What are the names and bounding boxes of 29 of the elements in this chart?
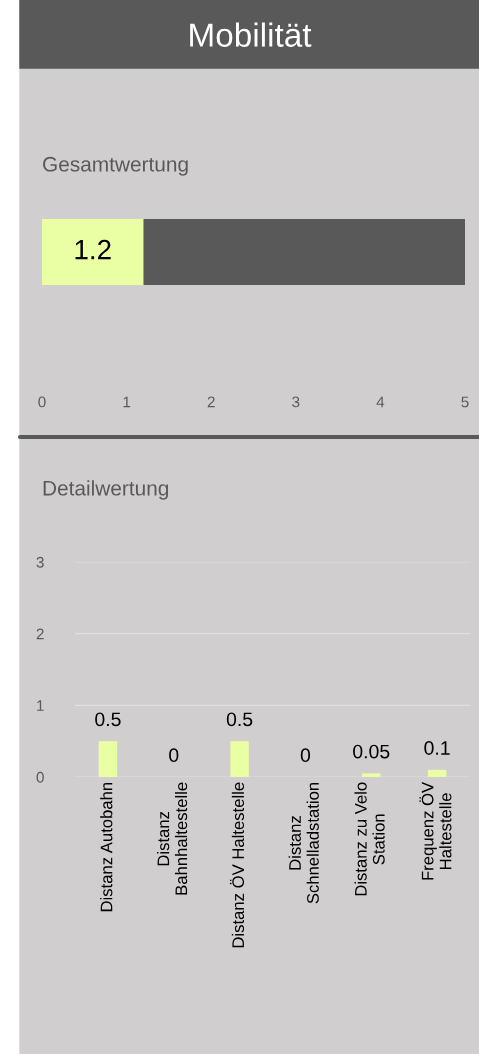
x-tick-label: Distanz ÖV Haltestelle (229, 782, 245, 948)
bar (98, 741, 118, 777)
x-tick-label: 3 (292, 396, 300, 408)
y-tick-label: 2 (36, 628, 44, 640)
x-tick-label: 1 (123, 396, 131, 408)
data-label: 0.5 (95, 712, 121, 727)
bar (427, 769, 447, 777)
y-tick-label: 3 (36, 556, 44, 568)
chart-title: Detailwertung (43, 480, 169, 500)
data-label: 0 (300, 748, 311, 763)
x-tick-label: Frequenz ÖV Haltestelle (419, 781, 452, 880)
y-tick-label: 1 (37, 700, 44, 711)
x-tick-label: Distanz Bahnhaltestelle (157, 782, 188, 895)
x-tick-label: 2 (207, 396, 215, 408)
x-tick-label: Distanz Schnelladstation (288, 782, 319, 904)
x-tick-label: Distanz zu Velo Station (354, 782, 385, 896)
y-tick-label: 0 (36, 771, 44, 783)
data-label: 0.1 (424, 741, 450, 755)
x-tick-label: Distanz Autobahn (100, 782, 113, 912)
x-tick-label: 5 (461, 396, 469, 408)
chart-subtitle: Gesamtwertung (43, 156, 188, 176)
bar (362, 773, 381, 777)
data-label: 0.05 (353, 744, 390, 759)
data-label: 1.2 (75, 239, 111, 260)
bar (230, 741, 249, 777)
chart-title: Mobilität (190, 22, 312, 47)
data-label: 0 (169, 748, 179, 763)
x-tick-label: 4 (376, 396, 385, 408)
data-label: 0.5 (226, 712, 253, 727)
